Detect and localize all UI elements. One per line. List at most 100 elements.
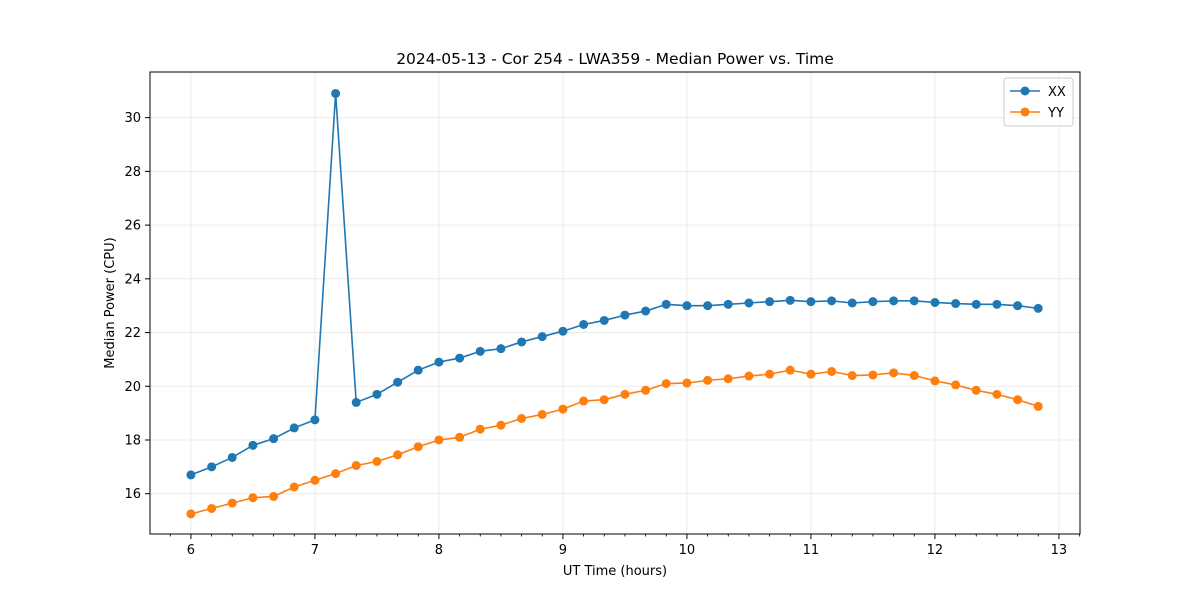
- data-point-yy: [227, 498, 237, 508]
- y-tick-label: 18: [124, 433, 141, 448]
- x-tick-label: 11: [803, 543, 820, 558]
- data-point-xx: [310, 415, 320, 425]
- data-point-yy: [909, 371, 919, 381]
- x-tick-label: 6: [187, 543, 195, 558]
- data-point-xx: [186, 470, 196, 480]
- data-point-yy: [517, 414, 527, 423]
- data-point-xx: [455, 353, 465, 363]
- data-point-yy: [703, 375, 713, 385]
- data-point-xx: [599, 315, 609, 325]
- data-point-yy: [744, 371, 754, 381]
- data-point-xx: [351, 397, 361, 407]
- data-point-xx: [289, 423, 299, 433]
- data-point-xx: [1033, 303, 1043, 313]
- data-point-xx: [703, 301, 713, 311]
- data-point-xx: [372, 389, 382, 399]
- data-point-xx: [682, 301, 692, 311]
- data-point-xx: [269, 434, 279, 444]
- data-point-yy: [847, 371, 857, 381]
- data-point-xx: [847, 298, 857, 308]
- data-point-yy: [889, 368, 899, 378]
- data-point-yy: [475, 424, 485, 434]
- legend-marker-yy: [1020, 107, 1030, 117]
- data-point-yy: [641, 385, 651, 395]
- data-point-yy: [455, 432, 465, 442]
- data-point-xx: [227, 452, 237, 462]
- data-point-yy: [992, 389, 1002, 399]
- y-tick-label: 26: [124, 219, 141, 234]
- data-point-xx: [744, 298, 754, 308]
- grid: [150, 72, 1080, 534]
- data-point-yy: [930, 376, 940, 386]
- data-point-yy: [682, 378, 692, 388]
- data-point-yy: [827, 366, 837, 376]
- data-point-xx: [661, 299, 671, 309]
- x-axis-label: UT Time (hours): [563, 564, 667, 579]
- data-point-yy: [372, 456, 382, 466]
- data-point-xx: [930, 297, 940, 307]
- x-tick-label: 9: [559, 543, 567, 558]
- data-point-xx: [765, 297, 775, 307]
- data-point-xx: [641, 306, 651, 316]
- legend-label-yy: YY: [1047, 106, 1064, 121]
- data-point-xx: [971, 299, 981, 309]
- data-point-yy: [496, 420, 506, 430]
- data-point-xx: [723, 299, 733, 309]
- data-point-yy: [951, 380, 961, 390]
- data-point-xx: [517, 337, 527, 347]
- data-point-xx: [909, 296, 919, 306]
- data-point-yy: [434, 435, 444, 445]
- legend-label-xx: XX: [1048, 85, 1066, 100]
- data-point-yy: [599, 395, 609, 405]
- data-point-yy: [558, 404, 568, 414]
- x-tick-label: 8: [435, 543, 443, 558]
- data-point-yy: [1033, 401, 1043, 411]
- data-point-xx: [579, 319, 589, 329]
- data-point-yy: [1013, 395, 1023, 405]
- data-point-yy: [620, 389, 630, 399]
- data-point-yy: [765, 369, 775, 379]
- data-point-yy: [723, 374, 733, 384]
- y-axis-label: Median Power (CPU): [103, 237, 118, 368]
- data-point-yy: [413, 442, 423, 452]
- data-point-yy: [331, 469, 341, 479]
- legend-marker-xx: [1020, 86, 1030, 96]
- data-point-xx: [992, 299, 1002, 309]
- data-point-xx: [434, 357, 444, 367]
- data-point-xx: [868, 297, 878, 307]
- data-point-yy: [289, 482, 299, 492]
- data-point-yy: [971, 385, 981, 395]
- data-point-yy: [868, 370, 878, 380]
- plot-frame: [149, 71, 1081, 535]
- data-point-yy: [785, 365, 795, 375]
- y-tick-label: 28: [124, 165, 141, 180]
- y-tick-label: 30: [124, 111, 141, 126]
- axis-ticks: 6 7 8 9 10 11 12 13 16 18 20 22 24 26 28 30: [124, 111, 1080, 558]
- data-point-xx: [889, 296, 899, 306]
- data-point-yy: [806, 369, 816, 379]
- data-point-xx: [827, 296, 837, 306]
- data-series: [186, 88, 1043, 519]
- data-point-xx: [806, 297, 816, 307]
- data-point-yy: [393, 450, 403, 460]
- data-point-yy: [207, 503, 217, 513]
- data-point-xx: [413, 365, 423, 375]
- data-point-xx: [248, 440, 258, 450]
- legend: XX YY: [1003, 77, 1074, 127]
- chart-title: 2024-05-13 - Cor 254 - LWA359 - Median P…: [396, 50, 834, 68]
- data-point-xx: [537, 332, 547, 342]
- data-point-xx: [951, 299, 961, 309]
- y-tick-label: 22: [124, 326, 141, 341]
- x-tick-label: 12: [927, 543, 944, 558]
- data-point-yy: [248, 493, 258, 503]
- data-point-yy: [537, 409, 547, 419]
- y-tick-label: 16: [124, 487, 141, 502]
- y-tick-label: 24: [124, 272, 141, 287]
- data-point-yy: [310, 475, 320, 485]
- y-tick-label: 20: [124, 380, 141, 395]
- data-point-xx: [785, 295, 795, 305]
- data-point-xx: [558, 326, 568, 336]
- data-point-xx: [393, 377, 403, 387]
